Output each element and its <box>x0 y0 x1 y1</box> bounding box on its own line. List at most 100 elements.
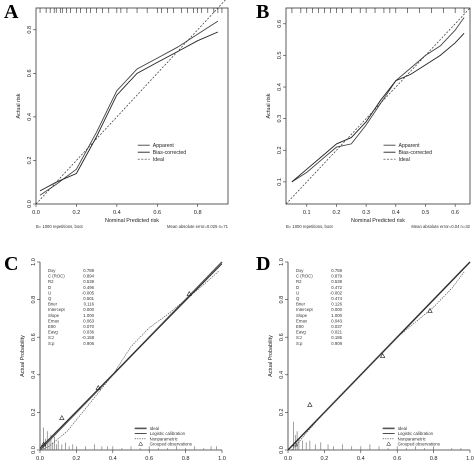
panel-label: C <box>4 253 18 275</box>
y-tick-label: 0.1 <box>277 178 283 186</box>
stat-value: 0.000 <box>83 307 94 312</box>
footnote-right: Mean absolute error=0.025 n=71 <box>167 224 229 229</box>
stat-name: R2 <box>296 279 302 284</box>
y-tick-label: 0.6 <box>277 20 283 28</box>
grouped-observation-point <box>40 441 47 447</box>
stat-name: Intercept <box>296 307 314 312</box>
y-tick-label: 0.2 <box>27 157 33 165</box>
panel-label: A <box>4 1 19 23</box>
x-tick-label: 0.2 <box>73 210 81 216</box>
chart-panel-a: A 0.0 0.2 0.4 0.6 0.8 0.0 0.2 0.4 0.6 0.8 Nominal P… <box>4 0 229 229</box>
x-tick-label: 0.8 <box>182 456 190 462</box>
legend-label: Apparent <box>399 143 421 149</box>
series-line-apparent <box>39 20 219 196</box>
y-tick-label: 0.0 <box>31 446 37 454</box>
y-axis-label: Actual risk <box>266 93 272 118</box>
y-axis-label: Actual risk <box>16 93 22 118</box>
x-tick-label: 0.6 <box>393 456 401 462</box>
stat-name: Q <box>296 296 300 301</box>
grouped-observation-point <box>379 352 386 358</box>
series-line-ideal <box>285 7 471 205</box>
x-tick-label: 0.0 <box>32 210 40 216</box>
chart-panel-b: B 0.1 0.2 0.3 0.4 0.5 0.6 0.1 0.2 0.3 0.4 0.5 0.6 Nom… <box>256 1 471 229</box>
legend-label: Ideal <box>150 426 159 431</box>
y-tick-label: 0.4 <box>27 113 33 121</box>
panel-label: D <box>256 253 270 275</box>
stat-value: 0.126 <box>331 302 342 307</box>
x-tick-label: 0.0 <box>36 456 44 462</box>
stat-name: Dxy <box>296 268 304 273</box>
legend-label: Ideal <box>399 157 410 163</box>
y-tick-label: 0.5 <box>277 52 283 60</box>
chart-panel-c: C 0.0 0.2 0.4 0.6 0.8 1.0 0.0 0.2 0.4 0.6 0.8 1.0 Act… <box>4 253 226 462</box>
y-tick-label: 0.4 <box>31 371 37 379</box>
stat-value: 0.043 <box>331 318 342 323</box>
x-tick-label: 1.0 <box>218 456 226 462</box>
x-tick-label: 0.6 <box>145 456 153 462</box>
stat-value: 0.037 <box>331 324 342 329</box>
footnote-right: Mean absolute error=0.04 n=32 <box>411 224 470 229</box>
x-tick-label: 0.0 <box>284 456 292 462</box>
series-line-ideal <box>35 0 226 205</box>
y-tick-label: 0.2 <box>277 146 283 154</box>
stat-name: D <box>48 285 51 290</box>
stat-value: 0.185 <box>331 335 342 340</box>
series-line-nonparametric <box>291 271 465 451</box>
x-tick-label: 0.2 <box>333 210 341 216</box>
x-tick-label: 1.0 <box>466 456 474 462</box>
stat-value: 0.789 <box>83 268 94 273</box>
x-tick-label: 0.1 <box>303 210 311 216</box>
legend-label: Nonparametric <box>150 436 179 441</box>
y-tick-label: 0.3 <box>277 115 283 123</box>
stat-value: 0.472 <box>331 285 342 290</box>
y-tick-label: 1.0 <box>31 258 37 266</box>
y-tick-label: 0.6 <box>27 69 33 77</box>
stat-name: Dxy <box>48 268 56 273</box>
series-line-bias-corrected <box>291 32 465 183</box>
stat-name: Eavg <box>296 330 306 335</box>
footnote-left: B= 1000 repetitions, boot <box>36 224 84 229</box>
x-axis-label: Nominal Predicted risk <box>105 218 159 224</box>
y-tick-label: 1.0 <box>279 258 285 266</box>
stat-value: 0.539 <box>331 279 342 284</box>
x-tick-label: 0.2 <box>321 456 329 462</box>
grouped-observation-point <box>292 441 298 447</box>
legend-label: Bias-corrected <box>399 150 433 156</box>
grouped-observation-point <box>59 415 65 420</box>
stat-name: Brier <box>296 302 306 307</box>
stat-value: 0.759 <box>331 268 342 273</box>
legend-label: Grouped observations <box>150 441 192 446</box>
stat-name: U <box>296 290 299 295</box>
stat-name: C (ROC) <box>48 274 65 279</box>
stat-value: 0.000 <box>331 307 342 312</box>
legend-label: Logistic calibration <box>398 431 434 436</box>
legend-label: Logistic calibration <box>150 431 186 436</box>
stat-name: S:p <box>48 341 55 346</box>
y-tick-label: 0.4 <box>279 371 285 379</box>
stat-name: Eavg <box>48 330 58 335</box>
stat-name: Slope <box>296 313 308 318</box>
grouped-observation-point <box>186 290 192 296</box>
stat-value: 0.474 <box>331 296 342 301</box>
stat-value: 0.879 <box>331 274 342 279</box>
legend-label: Grouped observations <box>398 441 440 446</box>
legend-swatch <box>386 441 392 446</box>
y-tick-label: 0.0 <box>279 446 285 454</box>
y-tick-label: 0.6 <box>31 333 37 341</box>
y-axis-label: Actual Probability <box>20 335 26 377</box>
x-tick-label: 0.6 <box>451 210 459 216</box>
stat-name: Emax <box>296 318 308 323</box>
stat-value: 0.501 <box>83 296 94 301</box>
stat-name: U <box>48 290 51 295</box>
stat-value: 0.909 <box>331 341 342 346</box>
stat-value: 0.496 <box>83 285 94 290</box>
x-tick-label: 0.8 <box>430 456 438 462</box>
legend-label: Bias-corrected <box>153 150 187 156</box>
grouped-observation-point <box>427 307 433 313</box>
x-tick-label: 0.4 <box>113 210 121 216</box>
stat-value: 0.116 <box>84 302 95 307</box>
grouped-observation-point <box>307 401 313 407</box>
grouped-observation-point <box>95 384 101 390</box>
y-tick-label: 0.8 <box>279 296 285 304</box>
